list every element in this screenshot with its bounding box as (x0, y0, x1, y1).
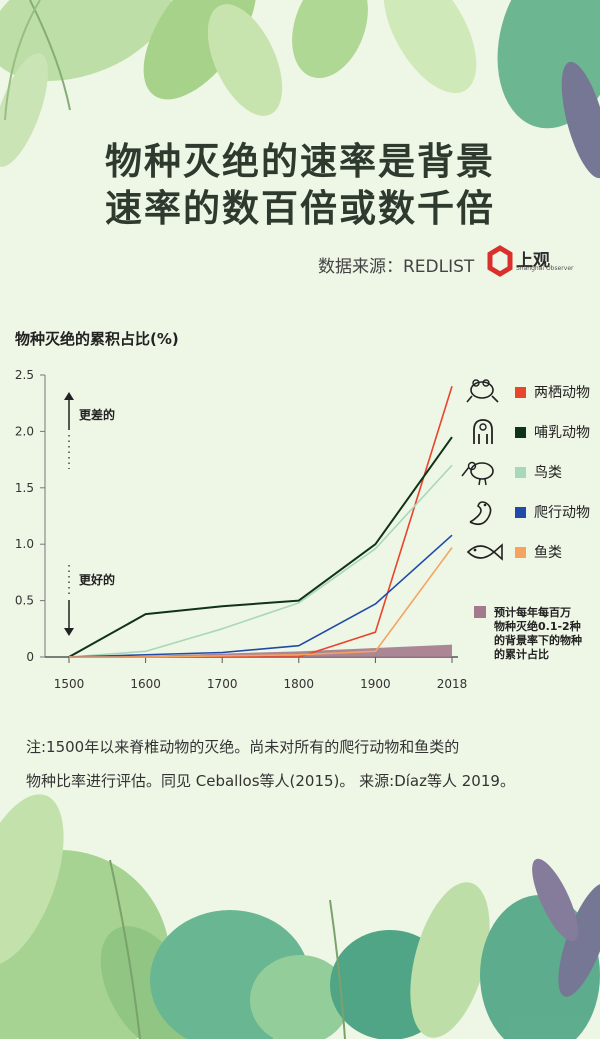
better-label: 更好的 (79, 572, 115, 587)
better-arrow-head (64, 628, 74, 636)
x-tick-label: 1500 (54, 677, 85, 691)
legend-label-background-rate: 物种灭绝0.1-2种 (494, 619, 581, 633)
x-axis: 1500 1600 1700 1800 1900 2018 (45, 656, 468, 691)
legend-swatch-gorilla (515, 427, 526, 438)
direction-annotations: 更差的 更好的 (64, 392, 115, 636)
worse-label: 更差的 (79, 407, 115, 422)
x-tick-label: 1700 (207, 677, 238, 691)
legend-label-background-rate: 的背景率下的物种 (494, 633, 582, 647)
legend-label-lizard: 爬行动物 (534, 505, 590, 521)
logo-subtitle: Shanghai Observer (516, 265, 574, 272)
logo-name: 上观 (516, 251, 550, 271)
legend-swatch-frog (515, 387, 526, 398)
gorilla-icon (473, 419, 493, 444)
y-tick-label: 2.0 (15, 424, 34, 438)
shanghai-observer-logo (487, 245, 513, 277)
x-tick-label: 1900 (360, 677, 391, 691)
legend-label-frog: 两栖动物 (534, 385, 590, 401)
x-tick-label: 1800 (284, 677, 315, 691)
y-tick-label: 0 (26, 650, 34, 664)
series-line-gorilla (68, 436, 453, 658)
legend-swatch-background-rate (474, 606, 486, 618)
y-tick-label: 1.5 (15, 481, 34, 495)
legend-label-fish: 鱼类 (534, 544, 562, 561)
kiwi-icon (461, 461, 494, 486)
legend-label-background-rate: 预计每年每百万 (494, 605, 571, 619)
y-tick-label: 2.5 (15, 368, 34, 382)
frog-icon (466, 379, 499, 403)
legend-swatch-fish (515, 547, 526, 558)
page-title-line-2: 速率的数百倍或数千倍 (105, 187, 495, 230)
page-title-line-1: 物种灭绝的速率是背景 (105, 140, 495, 183)
y-axis: 0 0.5 1.0 1.5 2.0 2.5 (15, 368, 46, 664)
legend-label-kiwi: 鸟类 (534, 465, 562, 481)
fish-icon (466, 543, 503, 561)
lizard-icon (469, 501, 492, 526)
chart-title: 物种灭绝的累积占比(%) (15, 330, 179, 348)
y-tick-label: 1.0 (15, 537, 34, 551)
worse-arrow-head (64, 392, 74, 400)
extinction-line-chart: 0 0.5 1.0 1.5 2.0 2.5 1500 1600 1700 1800 1900 201… (15, 368, 590, 691)
x-tick-label: 1600 (130, 677, 161, 691)
legend-label-gorilla: 哺乳动物 (534, 425, 590, 441)
data-source: 数据来源：REDLIST (318, 257, 475, 277)
y-tick-label: 0.5 (15, 594, 34, 608)
chart-legend: 两栖动物哺乳动物鸟类爬行动物鱼类预计每年每百万物种灭绝0.1-2种的背景率下的物… (461, 379, 590, 661)
legend-swatch-lizard (515, 507, 526, 518)
background-rate-band (69, 644, 452, 657)
footnote-line-1: 注:1500年以来脊椎动物的灭绝。尚未对所有的爬行动物和鱼类的 (26, 738, 460, 756)
legend-swatch-kiwi (515, 467, 526, 478)
series-line-fish (69, 547, 453, 658)
footnote-line-2: 物种比率进行评估。同见 Ceballos等人(2015)。 来源:Díaz等人 … (26, 772, 515, 790)
x-tick-label: 2018 (437, 677, 468, 691)
legend-label-background-rate: 的累计占比 (494, 647, 549, 661)
series-line-kiwi (68, 464, 453, 658)
series-line-lizard (68, 534, 453, 658)
